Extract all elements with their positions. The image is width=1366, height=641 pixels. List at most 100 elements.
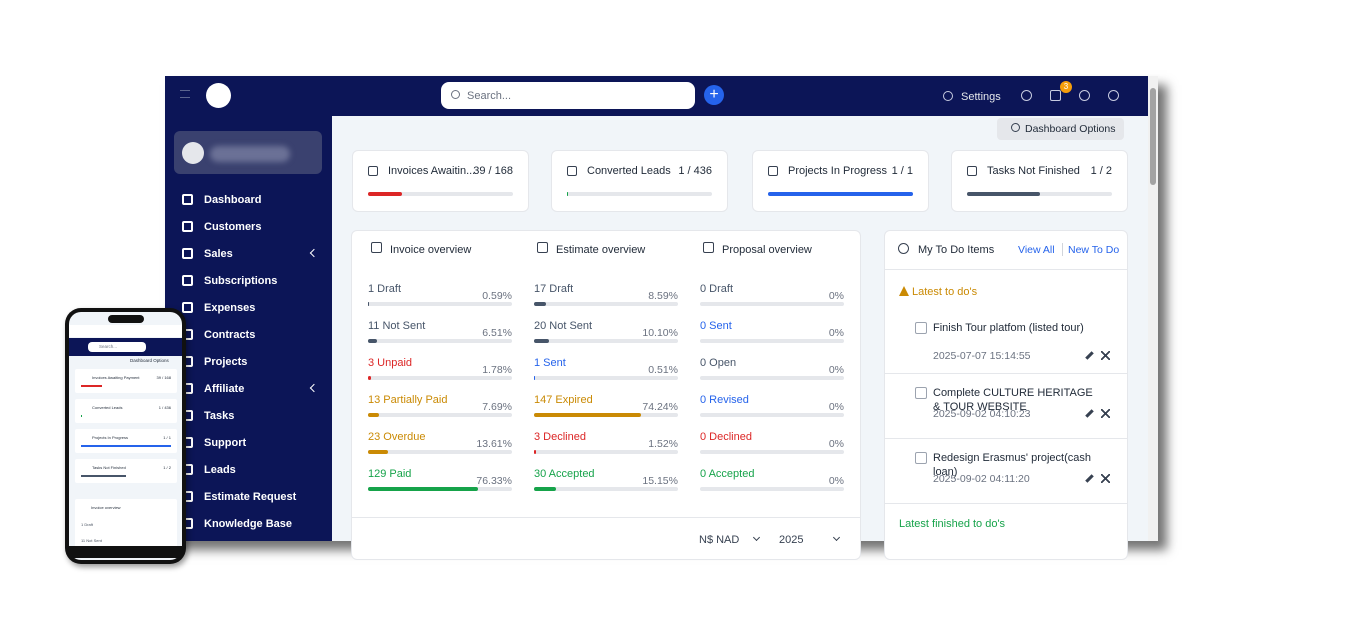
- menu-item[interactable]: Customers: [204, 221, 262, 233]
- status-label[interactable]: 0 Revised: [700, 394, 749, 406]
- stat-card[interactable]: [752, 150, 929, 212]
- status-label[interactable]: 3 Unpaid: [368, 357, 413, 369]
- logo[interactable]: [206, 83, 231, 108]
- status-track: [700, 413, 844, 417]
- search-box[interactable]: [441, 82, 695, 109]
- status-bar: [368, 413, 380, 417]
- status-track: [700, 339, 844, 343]
- menu-item[interactable]: Contracts: [204, 329, 256, 341]
- menu-item[interactable]: Affiliate: [204, 383, 245, 395]
- todo-date: 2025-09-02 04:10:23: [933, 408, 1031, 420]
- phone-card-bar: [81, 385, 102, 387]
- status-percent: 13.61%: [476, 438, 512, 450]
- status-label[interactable]: 1 Sent: [534, 357, 566, 369]
- status-percent: 1.78%: [482, 364, 512, 376]
- link-separator: [1062, 243, 1063, 256]
- status-label[interactable]: 11 Not Sent: [368, 320, 426, 332]
- todo-checkbox[interactable]: [915, 387, 927, 399]
- todo-title: Complete CULTURE HERITAGE & TOUR WEBSITE: [933, 387, 1093, 413]
- status-percent: 74.24%: [642, 401, 678, 413]
- divider: [885, 373, 1127, 374]
- status-percent: 0%: [828, 364, 844, 376]
- status-percent: 0%: [828, 290, 844, 302]
- phone-panel: [75, 499, 177, 549]
- delete-icon[interactable]: [1101, 474, 1110, 483]
- stat-card[interactable]: [551, 150, 728, 212]
- status-label[interactable]: 3 Declined: [534, 431, 586, 443]
- menu-item[interactable]: Estimate Request: [204, 491, 297, 503]
- menu-item[interactable]: Dashboard: [204, 194, 262, 206]
- stat-card[interactable]: [951, 150, 1128, 212]
- overview-panel: [351, 230, 861, 560]
- add-button[interactable]: +: [704, 85, 724, 105]
- status-bar: [534, 487, 556, 491]
- status-label[interactable]: 0 Sent: [700, 320, 732, 332]
- status-label[interactable]: 1 Draft: [368, 283, 402, 295]
- todo-title: Redesign Erasmus' project(cash loan): [933, 452, 1092, 478]
- status-label[interactable]: 17 Draft: [534, 283, 574, 295]
- phone-card-bar: [81, 475, 126, 477]
- todo-title: My To Do Items: [918, 244, 995, 256]
- status-label[interactable]: 20 Not Sent: [534, 320, 593, 332]
- icon: [451, 90, 460, 99]
- menu-item[interactable]: Tasks: [204, 410, 235, 422]
- divider: [885, 269, 1127, 270]
- delete-icon[interactable]: [1101, 351, 1110, 360]
- status-track: [368, 339, 512, 343]
- status-label[interactable]: 23 Overdue: [368, 431, 426, 443]
- status-track: [534, 487, 678, 491]
- menu-item[interactable]: Projects: [204, 356, 248, 368]
- phone-card-count: 1 / 2: [163, 465, 171, 470]
- new-todo-link[interactable]: New To Do: [1068, 244, 1120, 256]
- status-label[interactable]: 0 Open: [700, 357, 737, 369]
- icon: [537, 242, 548, 253]
- profile-name: [210, 146, 290, 162]
- menu-item[interactable]: Subscriptions: [204, 275, 278, 287]
- stat-track: [567, 192, 712, 196]
- phone-toolbar: [69, 325, 182, 337]
- status-label[interactable]: 0 Draft: [700, 283, 734, 295]
- status-label[interactable]: 0 Declined: [700, 431, 752, 443]
- stat-label: Projects In Progress: [788, 165, 888, 177]
- menu-item[interactable]: Sales: [204, 248, 233, 260]
- icon: [1079, 90, 1090, 101]
- options-label[interactable]: Dashboard Options: [1025, 123, 1116, 135]
- stat-bar: [567, 192, 568, 196]
- status-label[interactable]: 147 Expired: [534, 394, 593, 406]
- phone-card-bar: [81, 415, 82, 417]
- stat-track: [368, 192, 513, 196]
- menu-item[interactable]: Leads: [204, 464, 236, 476]
- status-bar: [368, 339, 378, 343]
- delete-icon[interactable]: [1101, 409, 1110, 418]
- status-label[interactable]: 30 Accepted: [534, 468, 595, 480]
- stat-track: [967, 192, 1112, 196]
- tasks-badge[interactable]: 3: [1060, 81, 1072, 93]
- todo-checkbox[interactable]: [915, 322, 927, 334]
- status-label[interactable]: 129 Paid: [368, 468, 412, 480]
- status-label[interactable]: 13 Partially Paid: [368, 394, 448, 406]
- icon: [567, 166, 577, 176]
- currency-select[interactable]: N$ NAD: [699, 534, 740, 546]
- status-track: [700, 450, 844, 454]
- latest-heading: Latest to do's: [912, 286, 978, 298]
- menu-item[interactable]: Support: [204, 437, 247, 449]
- phone-search: [88, 342, 146, 352]
- year-select[interactable]: 2025: [779, 534, 804, 546]
- status-label[interactable]: 0 Accepted: [700, 468, 755, 480]
- menu-icon[interactable]: [180, 90, 190, 98]
- status-track: [534, 302, 678, 306]
- settings-link[interactable]: Settings: [961, 91, 1001, 103]
- view-all-link[interactable]: View All: [1018, 244, 1055, 256]
- scrollbar: [1148, 76, 1158, 541]
- phone-search-text: Search...: [99, 344, 118, 349]
- finished-heading: Latest finished to do's: [899, 518, 1006, 530]
- menu-item[interactable]: Knowledge Base: [204, 518, 293, 530]
- todo-checkbox[interactable]: [915, 452, 927, 464]
- menu-icon: [182, 302, 193, 313]
- status-track: [368, 302, 512, 306]
- menu-item[interactable]: Expenses: [204, 302, 256, 314]
- menu-icon: [182, 275, 193, 286]
- options-button[interactable]: [997, 118, 1124, 140]
- stat-card[interactable]: [352, 150, 529, 212]
- icon: [967, 166, 977, 176]
